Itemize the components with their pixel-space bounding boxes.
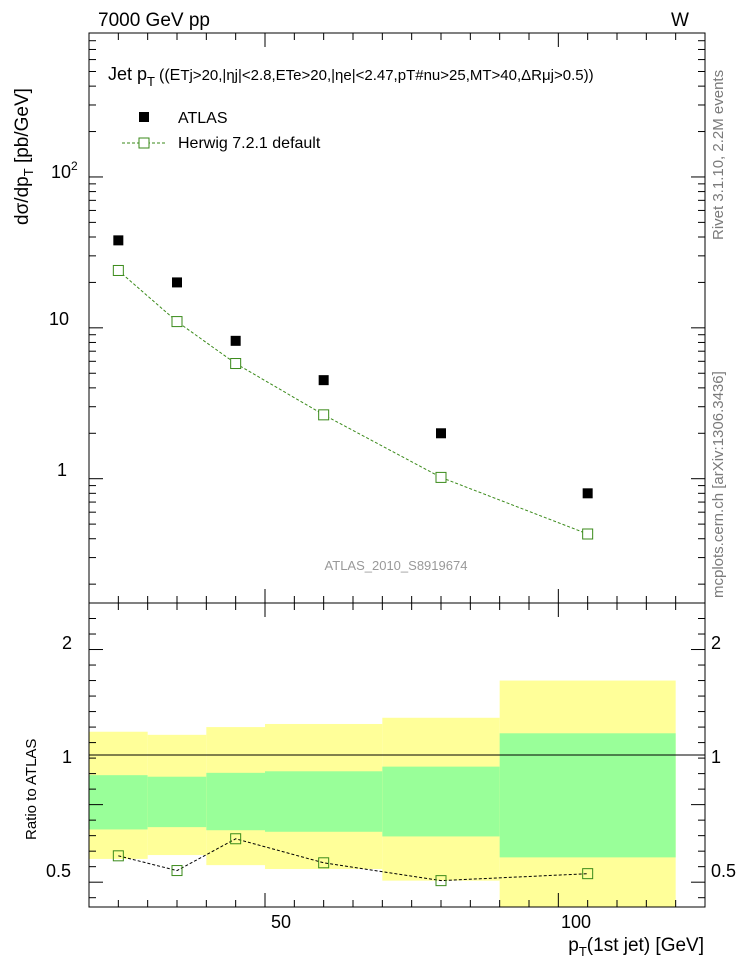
herwig-point-0 (112, 264, 124, 276)
ratio-band-inner-3 (265, 771, 383, 832)
legend-herwig-label: Herwig 7.2.1 default (178, 135, 321, 152)
ratio-point-2 (230, 833, 242, 845)
ratio-band-inner-0 (89, 775, 148, 830)
herwig-point-3 (318, 409, 330, 421)
side-label-top: Rivet 3.1.10, 2.2M events (710, 70, 727, 240)
title-main-sub: T (147, 74, 155, 89)
herwig-point-2 (230, 358, 242, 370)
atlas-point-2 (230, 335, 241, 346)
ratio-ylabel: Ratio to ATLAS (23, 739, 40, 840)
herwig-point-5 (582, 528, 594, 540)
herwig-point-4 (435, 471, 447, 483)
ratio-ytick-label-right-2: 2 (711, 633, 721, 653)
main-ytick-100-base: 10 (51, 162, 71, 182)
legend-atlas-marker (139, 112, 149, 122)
xtick-label-50: 50 (271, 912, 291, 932)
main-axis-ticks (88, 32, 706, 603)
atlas-point-1 (172, 277, 182, 288)
herwig-line (117, 270, 588, 535)
legend-herwig-marker (138, 137, 150, 149)
main-data-layer (112, 235, 594, 540)
main-ytick-label-100: 102 (51, 159, 78, 182)
title-main: Jet p (108, 64, 147, 84)
atlas-point-4 (436, 428, 446, 439)
ratio-line (118, 838, 588, 882)
herwig-point-1 (171, 316, 183, 328)
title-cut-details: Tj>20,|ηj|<2.8,ETe>20,|ηe|<2.47,pT#nu>25… (180, 67, 593, 84)
ratio-axis-ticks (88, 603, 706, 907)
ratio-point-3 (318, 857, 330, 869)
plot-title: Jet pT ((ETj>20,|ηj|<2.8,ETe>20,|ηe|<2.47… (108, 64, 594, 89)
ratio-band-inner-2 (206, 772, 265, 831)
ratio-point-5 (582, 868, 594, 880)
watermark: ATLAS_2010_S8919674 (325, 558, 468, 573)
legend-atlas-label: ATLAS (178, 110, 228, 127)
header-left: 7000 GeV pp (98, 10, 210, 31)
title-cuts: ((E (159, 67, 180, 84)
xtick-label-100: 100 (561, 912, 591, 932)
main-ylabel-sub: T (21, 168, 36, 176)
ratio-band-inner-5 (499, 733, 676, 858)
xlabel-p: p (568, 935, 579, 956)
ratio-ytick-label-left-2: 2 (62, 633, 72, 653)
ratio-band-inner-4 (382, 766, 500, 837)
xlabel-rest: (1st jet) [GeV] (587, 935, 704, 956)
xlabel-sub: T (579, 944, 587, 959)
main-ytick-label-10: 10 (49, 309, 69, 329)
main-ytick-label-1: 1 (57, 460, 67, 480)
ratio-ytick-label-left-05: 0.5 (46, 861, 71, 881)
ratio-frame (88, 602, 706, 908)
ratio-point-4 (435, 875, 447, 887)
atlas-point-0 (113, 235, 124, 246)
atlas-point-3 (318, 375, 329, 386)
atlas-point-5 (582, 488, 593, 499)
main-ylabel-text: dσ/dp (12, 176, 33, 225)
ratio-ytick-label-right-1: 1 (711, 747, 721, 767)
ratio-band-inner-1 (147, 776, 207, 828)
ratio-ytick-label-left-1: 1 (62, 747, 72, 767)
ratio-point-0 (112, 850, 124, 862)
main-panel: Jet pT ((ETj>20,|ηj|<2.8,ETe>20,|ηe|<2.47… (12, 32, 706, 604)
main-ylabel: dσ/dpT [pb/GeV] (12, 88, 36, 225)
ratio-point-1 (171, 865, 183, 877)
main-ytick-100-exp: 2 (71, 159, 78, 173)
side-label-bottom: mcplots.cern.ch [arXiv:1306.3436] (710, 371, 727, 598)
ratio-panel: Ratio to ATLAS 2 1 0.5 2 1 0.5 50 100 pT… (23, 602, 736, 959)
ratio-bands (89, 680, 676, 907)
ratio-ytick-label-right-05: 0.5 (711, 861, 736, 881)
header-right: W (671, 10, 689, 31)
xlabel: pT(1st jet) [GeV] (568, 935, 704, 959)
ratio-data-layer (112, 833, 594, 887)
legend: ATLAS Herwig 7.2.1 default (122, 110, 321, 152)
main-ylabel-unit: [pb/GeV] (12, 88, 33, 168)
